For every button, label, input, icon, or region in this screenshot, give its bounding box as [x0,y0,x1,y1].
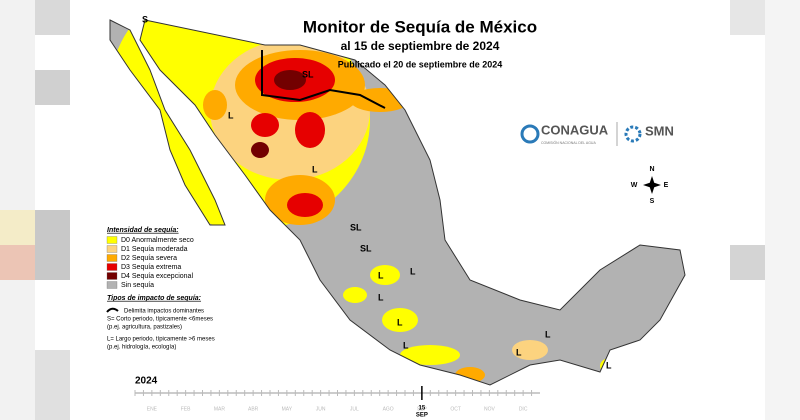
map-label: L [397,317,403,327]
map-label: L [312,164,318,174]
legend-swatch [106,281,118,289]
compass-w: W [631,182,638,189]
legend-label: D0 Anormalmente seco [121,237,194,244]
map-label: L [228,110,234,120]
map-label: L [403,340,409,350]
timeline-month: NOV [484,406,496,412]
title: Monitor de Sequía de México [303,17,537,36]
smn-logo: SMN [645,123,674,138]
impact-title: Tipos de impacto de sequía: [107,295,201,302]
date: al 15 de septiembre de 2024 [341,39,500,53]
timeline-month: MAY [282,406,293,412]
compass-n: N [649,166,654,173]
legend: Intensidad de sequía: Tipos de impacto d… [106,227,215,351]
impact-line: (p.ej. agricultura, pastizales) [107,325,182,331]
legend-label: D1 Sequía moderada [121,246,188,253]
legend-swatch [106,272,118,280]
map-label: S [142,14,148,24]
legend-label: D3 Sequía extrema [121,264,181,271]
map-label: L [606,360,612,370]
smn-icon [624,125,642,143]
timeline-month: DIC [519,406,528,412]
legend-swatch [106,236,118,244]
conagua-icon [520,124,540,144]
compass: N S E W [631,166,669,205]
legend-label: D2 Sequía severa [121,255,177,262]
country-outline [109,19,686,386]
map-label: L [410,266,416,276]
legend-label: D4 Sequía excepcional [121,273,193,280]
timeline-year: 2024 [135,376,158,387]
timeline-current-month: SEP [416,413,428,419]
timeline-month: JUN [316,406,326,412]
impact-boundary [261,50,386,109]
map-label: L [516,347,522,357]
map-label: L [378,292,384,302]
timeline-month: MAR [214,406,226,412]
impact-line: S= Corto periodo, típicamente <6meses [107,317,213,323]
timeline-month: ENE [147,406,158,412]
timeline-month: JUL [350,406,359,412]
map-label: SL [360,243,372,253]
legend-title: Intensidad de sequía: [107,227,179,234]
compass-e: E [664,182,669,189]
impact-line: L= Largo periodo, típicamente >6 meses [107,337,215,343]
map-label: SL [302,69,314,79]
legend-swatch [106,254,118,262]
compass-rose [643,176,661,194]
compass-s: S [650,198,655,205]
impact-line: (p.ej. hidrología, ecología) [107,345,176,351]
conagua-logo: CONAGUA [541,122,609,137]
logos: CONAGUA COMISIÓN NACIONAL DEL AGUA SMN [520,122,674,146]
impact-line-icon [106,307,119,313]
legend-swatch [106,263,118,271]
conagua-subtitle: COMISIÓN NACIONAL DEL AGUA [541,140,596,145]
timeline-month: SEP [417,406,428,412]
impact-line: Delimita impactos dominantes [124,309,204,315]
timeline: 2024 ENE FEB MAR ABR MAY JUN JUL AGO SEP OCT NOV DI… [134,376,540,419]
published: Publicado el 20 de septiembre de 2024 [338,59,503,69]
map-label: L [545,329,551,339]
legend-label: Sin sequía [121,282,154,289]
timeline-day: 15 [419,406,426,412]
timeline-month: ABR [248,406,259,412]
timeline-month: AGO [383,406,394,412]
timeline-month: OCT [450,406,461,412]
timeline-month: FEB [181,406,191,412]
legend-swatch [106,245,118,253]
map-labels: S SL L L SL SL L L L L L L L L [142,14,612,370]
map-label: L [378,270,384,280]
map-label: SL [350,222,362,232]
